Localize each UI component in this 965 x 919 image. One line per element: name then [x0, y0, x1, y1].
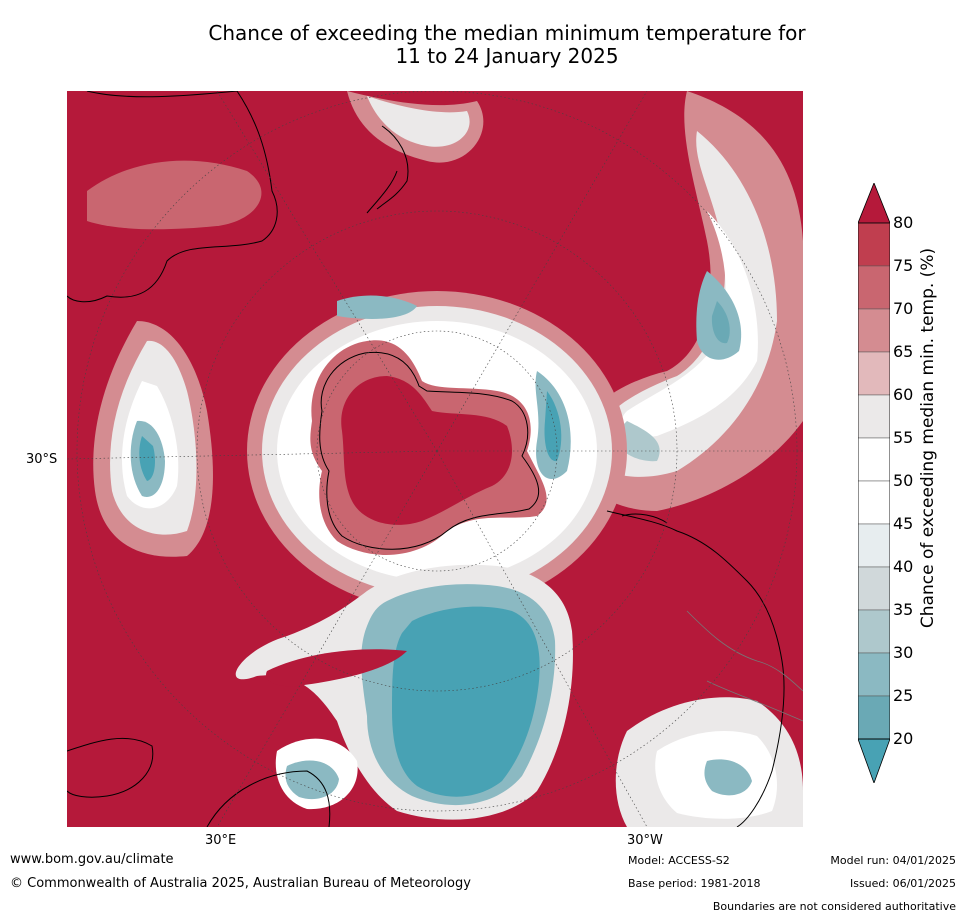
- colorbar-tick-label: 55: [893, 428, 914, 447]
- colorbar-cell: [858, 265, 890, 310]
- colorbar-cell: [858, 652, 890, 697]
- colorbar-tick-label: 50: [893, 471, 914, 490]
- colorbar-extend-low: [858, 738, 890, 783]
- colorbar-tick-label: 25: [893, 686, 914, 705]
- probability-map: [67, 91, 803, 827]
- title-line-2: 11 to 24 January 2025: [395, 44, 619, 68]
- colorbar-tick-label: 60: [893, 385, 914, 404]
- coastlines: [67, 91, 785, 827]
- lon-label-30w: 30°W: [627, 833, 663, 848]
- graticule: [67, 91, 803, 827]
- colorbar-extend-high: [858, 183, 890, 224]
- colorbar-cell: [858, 351, 890, 396]
- colorbar-tick-label: 35: [893, 600, 914, 619]
- colorbar-cell: [858, 695, 890, 740]
- colorbar-tick-label: 30: [893, 643, 914, 662]
- map-title: Chance of exceeding the median minimum t…: [67, 22, 947, 68]
- colorbar-tick-label: 20: [893, 729, 914, 748]
- colorbar-cell: [858, 394, 890, 439]
- southwest-atlantic-region: [615, 697, 803, 827]
- colorbar-tick-label: 75: [893, 256, 914, 275]
- footer-url: www.bom.gov.au/climate: [10, 852, 174, 867]
- southeast-pacific-region: [575, 91, 803, 511]
- colorbar-cell: [858, 566, 890, 611]
- indian-ocean-region: [93, 321, 213, 557]
- south-atlantic-region: [235, 564, 573, 820]
- colorbar-cell: [858, 609, 890, 654]
- footer-disclaimer: Boundaries are not considered authoritat…: [712, 900, 956, 913]
- colorbar-tick-label: 45: [893, 514, 914, 533]
- northern-band: [87, 91, 484, 230]
- colorbar-cell: [858, 480, 890, 525]
- country-borders: [686, 610, 803, 722]
- colorbar-cell: [858, 222, 890, 267]
- lat-label-30s: 30°S: [26, 452, 58, 467]
- colorbar-tick-label: 65: [893, 342, 914, 361]
- colorbar-cell: [858, 523, 890, 568]
- colorbar-cell: [858, 308, 890, 353]
- colorbar-tick-label: 70: [893, 299, 914, 318]
- footer-copyright: © Commonwealth of Australia 2025, Austra…: [10, 876, 471, 891]
- colorbar-title: Chance of exceeding median min. temp. (%…: [918, 247, 938, 629]
- title-line-1: Chance of exceeding the median minimum t…: [208, 21, 806, 45]
- lon-label-30e: 30°E: [205, 833, 237, 848]
- footer-base-period: Base period: 1981-2018: [628, 877, 761, 890]
- footer-issued: Issued: 06/01/2025: [849, 877, 956, 890]
- footer-model: Model: ACCESS-S2: [628, 854, 730, 867]
- colorbar: [858, 183, 890, 783]
- antarctica-region: [310, 340, 547, 555]
- colorbar-tick-label: 40: [893, 557, 914, 576]
- colorbar-tick-label: 80: [893, 213, 914, 232]
- colorbar-cell: [858, 437, 890, 482]
- footer-model-run: Model run: 04/01/2025: [830, 854, 956, 867]
